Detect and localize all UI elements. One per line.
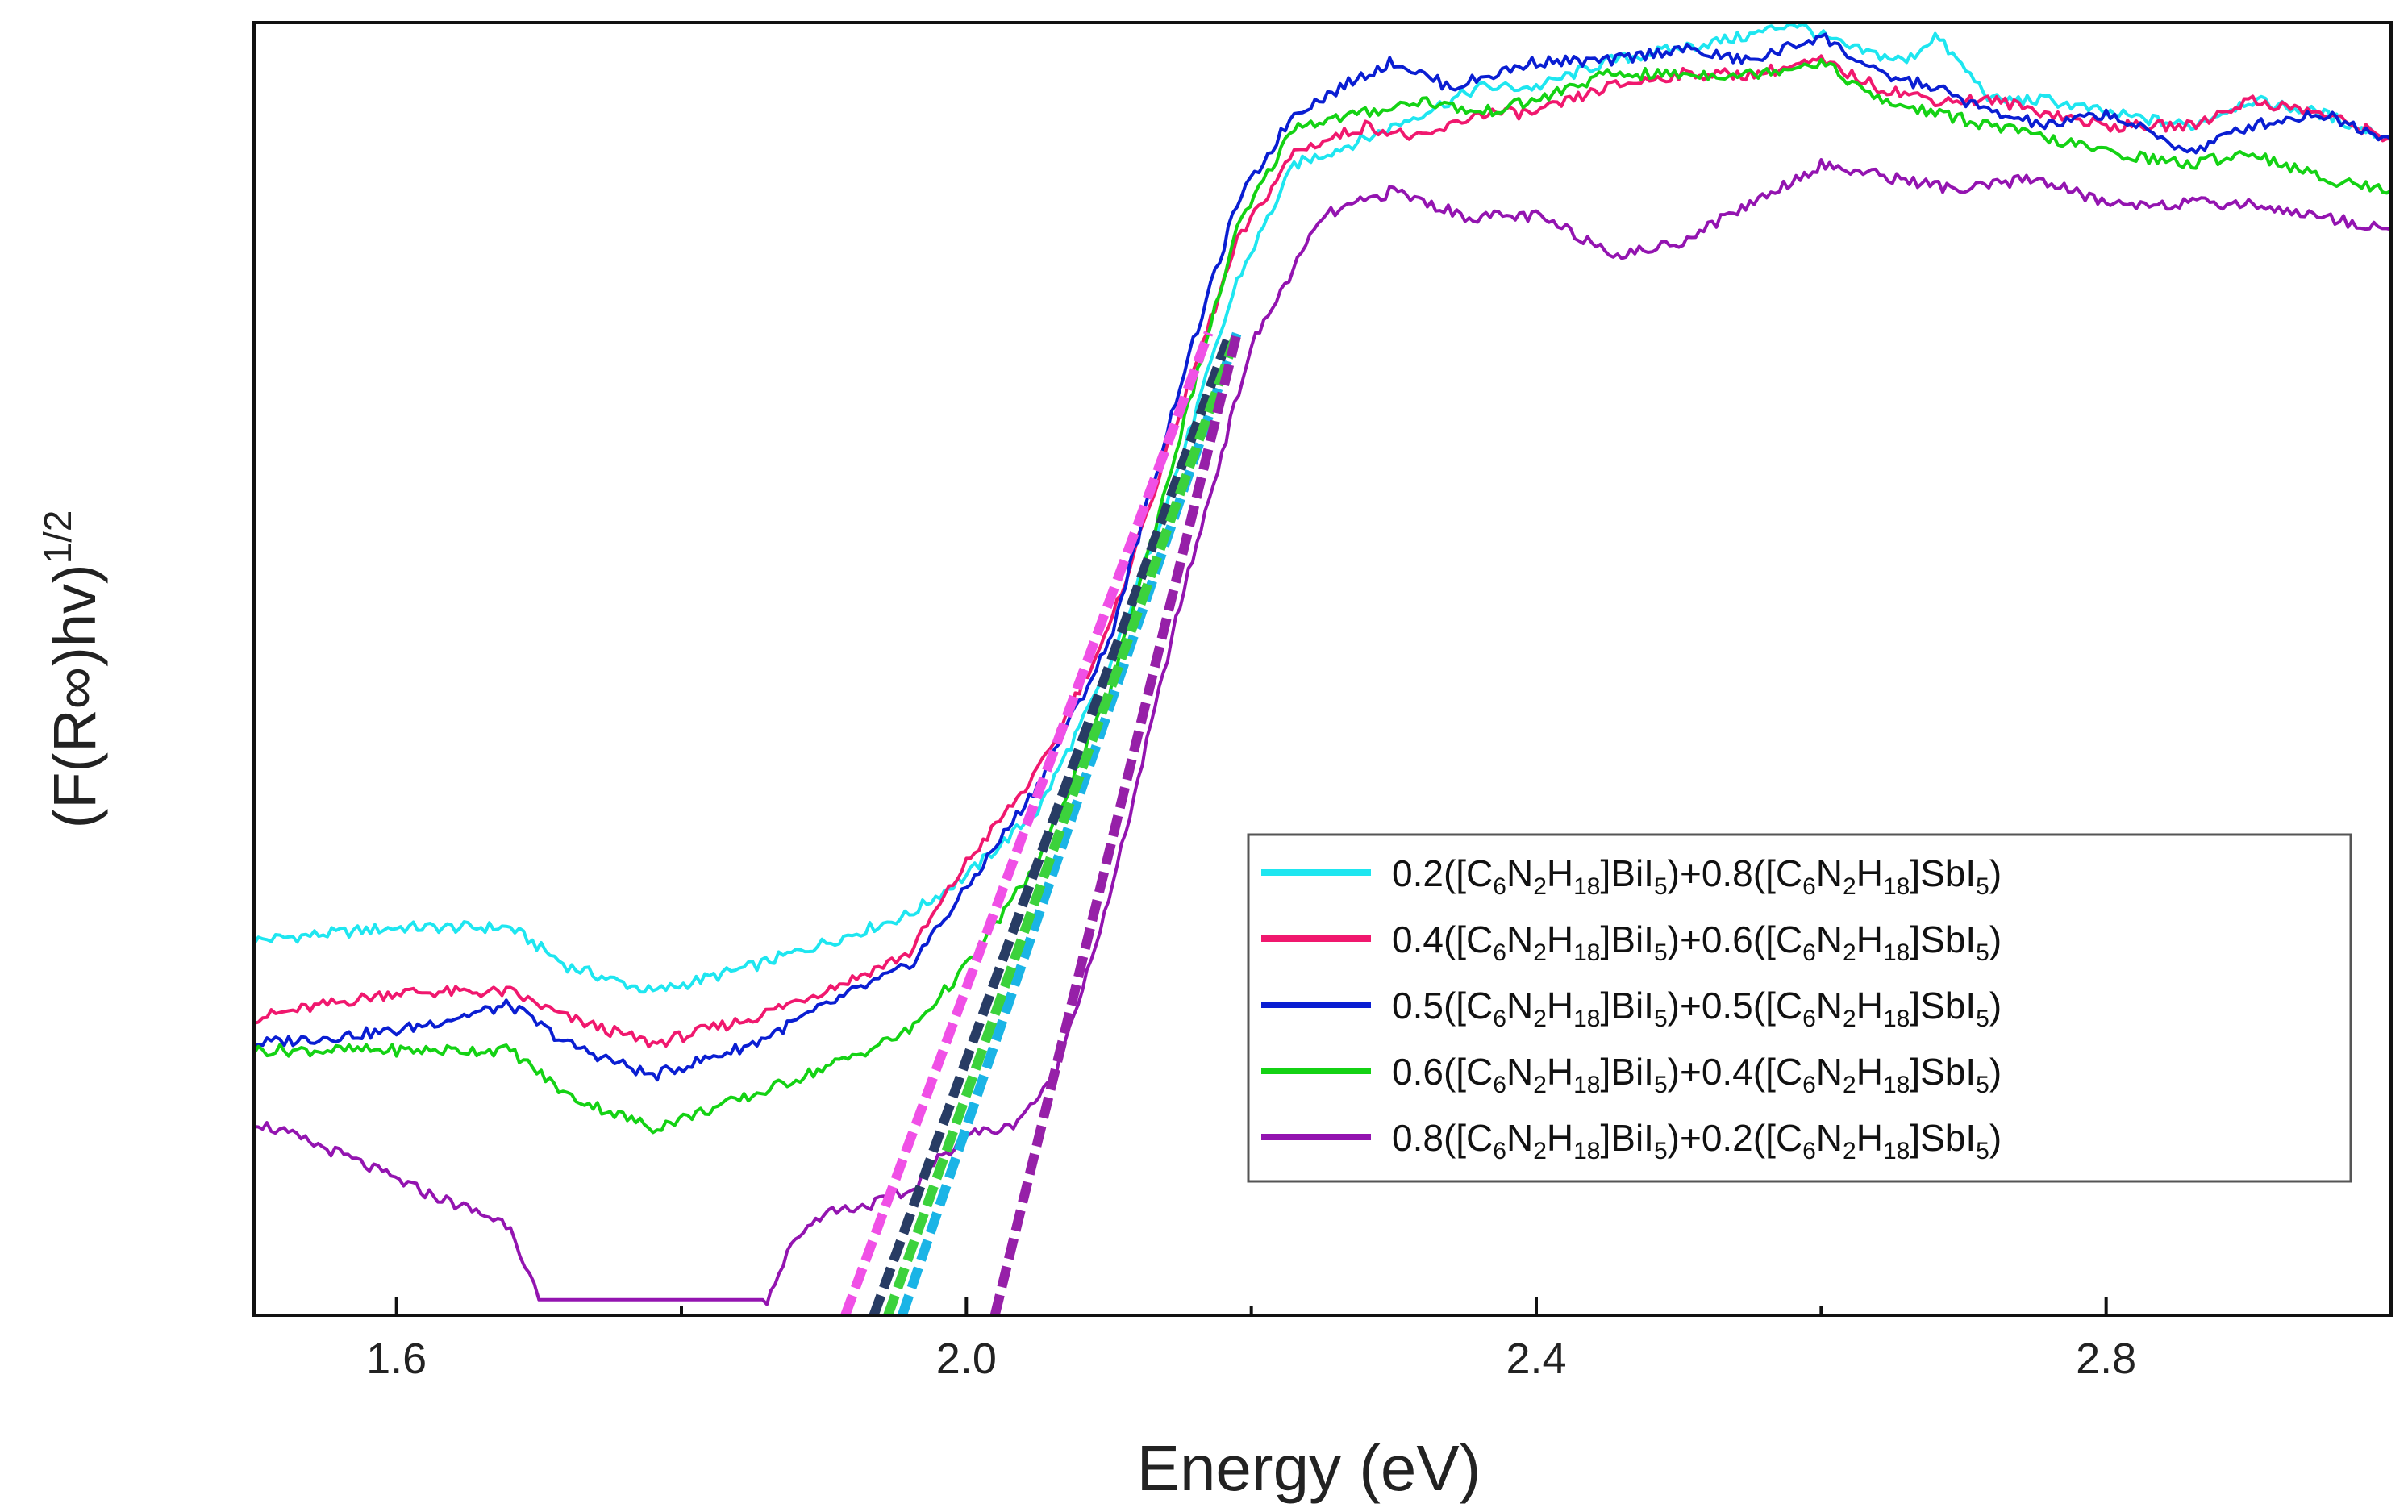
legend-label: 0.5([C6N2H18]BiI5)+0.5([C6N2H18]SbI5) — [1392, 985, 2002, 1032]
legend-item-1: 0.2([C6N2H18]BiI5)+0.8([C6N2H18]SbI5) — [1261, 852, 2002, 900]
data-curves — [254, 23, 2391, 1306]
legend-label: 0.2([C6N2H18]BiI5)+0.8([C6N2H18]SbI5) — [1392, 852, 2002, 900]
x-tick-label: 1.6 — [366, 1335, 427, 1383]
fit-line-5 — [989, 331, 1242, 1315]
series-line-4 — [254, 58, 2391, 1135]
series-line-1 — [254, 23, 2391, 994]
legend-label: 0.6([C6N2H18]BiI5)+0.4([C6N2H18]SbI5) — [1392, 1051, 2002, 1098]
series-line-5 — [254, 158, 2391, 1306]
fit-line-4 — [883, 331, 1242, 1315]
x-axis-ticks: 1.6 2.0 2.4 2.8 — [366, 1297, 2136, 1383]
plot-frame — [252, 21, 2393, 1317]
legend-item-2: 0.4([C6N2H18]BiI5)+0.6([C6N2H18]SbI5) — [1261, 918, 2002, 966]
fit-line-2 — [840, 331, 1214, 1315]
y-axis-title-main: (F(R∞)hv) — [41, 564, 108, 828]
x-axis-title: Energy (eV) — [1137, 1432, 1481, 1504]
series-line-3 — [254, 32, 2391, 1082]
series-line-2 — [254, 54, 2391, 1048]
y-axis-title: (F(R∞)hv)1/2 — [37, 510, 108, 829]
legend-item-3: 0.5([C6N2H18]BiI5)+0.5([C6N2H18]SbI5) — [1261, 985, 2002, 1032]
legend-box — [1247, 833, 2352, 1183]
legend-label: 0.8([C6N2H18]BiI5)+0.2([C6N2H18]SbI5) — [1392, 1117, 2002, 1164]
fit-lines — [840, 331, 1242, 1315]
x-tick-label: 2.0 — [936, 1335, 997, 1383]
legend-item-5: 0.8([C6N2H18]BiI5)+0.2([C6N2H18]SbI5) — [1261, 1117, 2002, 1164]
legend: 0.2([C6N2H18]BiI5)+0.8([C6N2H18]SbI5) 0.4… — [1247, 833, 2352, 1183]
x-tick-label: 2.8 — [2076, 1335, 2136, 1383]
legend-label: 0.4([C6N2H18]BiI5)+0.6([C6N2H18]SbI5) — [1392, 918, 2002, 966]
x-tick-label: 2.4 — [1506, 1335, 1566, 1383]
y-axis-title-sup: 1/2 — [37, 510, 80, 564]
legend-item-4: 0.6([C6N2H18]BiI5)+0.4([C6N2H18]SbI5) — [1261, 1051, 2002, 1098]
